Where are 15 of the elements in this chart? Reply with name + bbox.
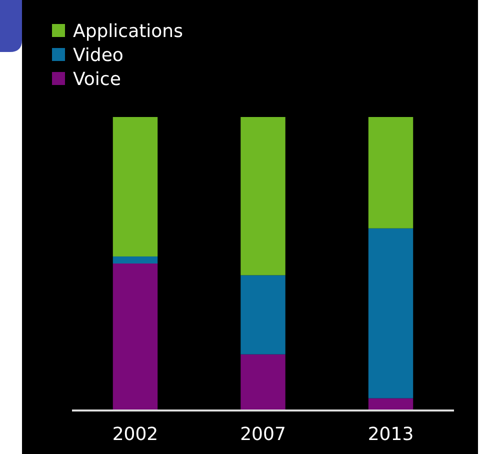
bar [368, 398, 414, 410]
bar [368, 228, 414, 398]
legend-label: Video [73, 45, 124, 66]
bar [112, 264, 158, 410]
x-tick-label: 2007 [240, 424, 286, 445]
bar [368, 117, 414, 228]
bar [240, 354, 286, 410]
x-tick-label: 2013 [368, 424, 414, 445]
bar [112, 256, 158, 264]
x-tick-label: 2002 [112, 424, 158, 445]
bar [240, 275, 286, 354]
legend-label: Voice [73, 69, 121, 90]
bar [240, 117, 286, 276]
legend-label: Applications [73, 21, 183, 42]
bar [112, 117, 158, 256]
